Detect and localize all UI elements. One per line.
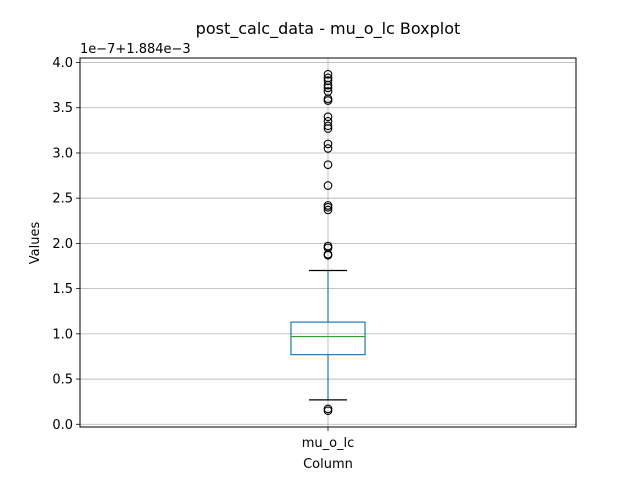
outlier-point — [323, 87, 333, 96]
y-tick-label: 1.0 — [52, 327, 73, 342]
outlier-point — [323, 160, 333, 170]
outlier-point — [323, 121, 333, 131]
y-tick-label: 0.5 — [52, 373, 73, 388]
x-axis-ticks: mu_o_lc — [302, 427, 355, 451]
outlier-point — [323, 139, 333, 149]
y-tick-label: 3.0 — [52, 146, 73, 161]
y-axis-label: Values — [28, 222, 43, 265]
x-tick-label: mu_o_lc — [302, 436, 355, 451]
outlier-point — [323, 76, 333, 85]
y-tick-label: 4.0 — [52, 56, 73, 71]
plot-area — [290, 69, 366, 416]
chart-title: post_calc_data - mu_o_lc Boxplot — [196, 19, 461, 39]
outlier-point — [323, 69, 333, 79]
y-tick-label: 2.0 — [52, 237, 73, 252]
y-tick-label: 3.5 — [52, 101, 73, 116]
outlier-point — [323, 181, 333, 190]
outlier-point — [323, 112, 333, 122]
outlier-point — [323, 205, 333, 215]
y-axis-ticks: 0.0 0.5 1.0 1.5 2.0 2.5 3.0 3.5 4.0 — [52, 56, 80, 433]
iqr-box — [290, 321, 366, 356]
y-tick-label: 2.5 — [52, 192, 73, 207]
outlier-point — [323, 404, 333, 414]
offset-label: 1e−7+1.884e−3 — [80, 42, 191, 57]
outlier-point — [323, 201, 333, 210]
y-tick-label: 1.5 — [52, 282, 73, 297]
outlier-point — [323, 144, 333, 153]
outlier-point — [323, 73, 333, 83]
outlier-point — [323, 116, 333, 126]
outlier-point — [323, 241, 333, 251]
y-tick-label: 0.0 — [52, 418, 73, 433]
x-axis-label: Column — [303, 457, 353, 472]
